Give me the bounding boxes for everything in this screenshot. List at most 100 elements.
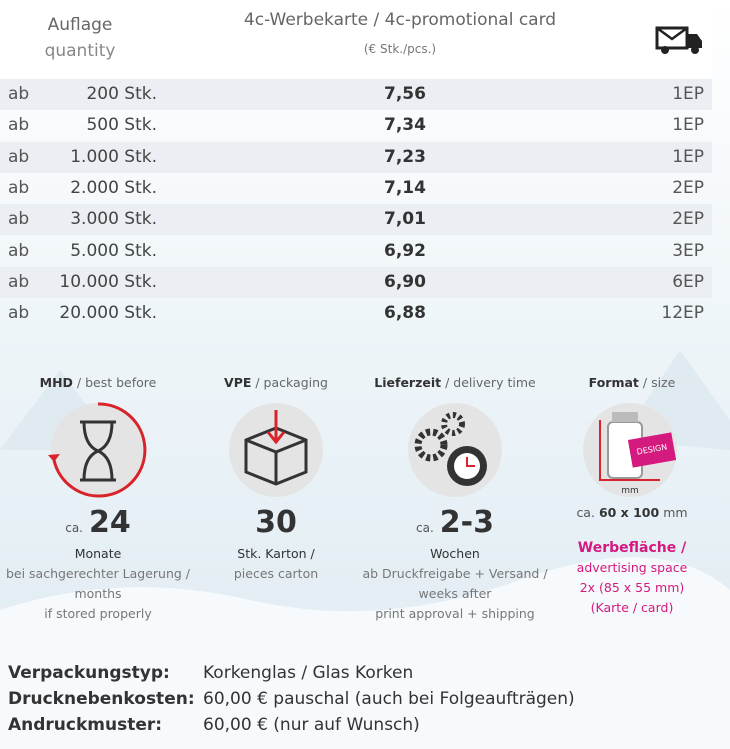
header-band — [0, 0, 712, 78]
footer-label: Verpackungstyp: — [8, 663, 170, 683]
quantity: 200 Stk. — [86, 84, 157, 104]
unit-header: (€ Stk./pcs.) — [363, 42, 437, 56]
quantity: 20.000 Stk. — [59, 303, 157, 324]
title-bold: Lieferzeit — [374, 375, 442, 390]
title-bold: VPE — [224, 375, 252, 390]
price: 6,88 — [384, 303, 426, 324]
info-line: 2x (85 x 55 mm) — [579, 580, 685, 595]
icon-text: mm — [621, 486, 639, 496]
shipping: 1EP — [672, 146, 704, 167]
price: 7,34 — [384, 115, 426, 136]
info-title: VPE / packaging — [186, 375, 366, 390]
box-icon — [229, 403, 323, 497]
shipping: 2EP — [672, 209, 704, 230]
quantity: 2.000 Stk. — [70, 177, 157, 198]
prefix: ab — [8, 271, 30, 292]
footer-label: Andruckmuster: — [8, 715, 163, 735]
shipping: 3EP — [672, 240, 704, 261]
info-line: (Karte / card) — [590, 600, 674, 615]
shipping: 1EP — [672, 84, 704, 104]
size-value: 60 x 100 — [598, 505, 660, 520]
hourglass-icon — [48, 402, 147, 498]
big-value: ca. 24 — [8, 505, 188, 540]
info-line: Monate — [74, 546, 122, 561]
shipping: 12EP — [661, 303, 704, 324]
info-lines: Monate bei sachgerechter Lagerung / months… — [0, 544, 198, 624]
info-line: bei sachgerechter Lagerung / — [5, 566, 191, 581]
info-line: ab Druckfreigabe + Versand / — [362, 566, 548, 581]
prefix: ab — [8, 209, 30, 230]
info-title: Lieferzeit / delivery time — [365, 375, 545, 390]
table-row: ab 3.000 Stk. 7,01 2EP — [0, 204, 712, 236]
prefix: ca. — [416, 521, 434, 535]
footer-label: Drucknebenkosten: — [8, 689, 195, 709]
title-rest: / packaging — [255, 375, 328, 390]
prefix: ab — [8, 146, 30, 167]
truck-icon — [655, 26, 702, 54]
info-lines: Wochen ab Druckfreigabe + Versand / weeks … — [355, 544, 555, 624]
prefix: ab — [8, 303, 30, 324]
info-line: advertising space — [576, 560, 688, 575]
info-line: Wochen — [430, 546, 480, 561]
info-line: pieces carton — [233, 566, 319, 581]
quantity-header: Auflage quantity — [30, 12, 130, 64]
info-line: weeks after — [418, 586, 492, 601]
title-bold: Format — [588, 375, 639, 390]
info-lines: Stk. Karton / pieces carton — [176, 544, 376, 584]
product-header: 4c-Werbekarte / 4c-promotional card — [243, 10, 557, 30]
prefix: ab — [8, 177, 30, 198]
shipping: 6EP — [672, 271, 704, 292]
info-line: if stored properly — [44, 606, 152, 621]
table-row: ab 5.000 Stk. 6,92 3EP — [0, 236, 712, 267]
prefix: ab — [8, 240, 30, 261]
info-line: Stk. Karton / — [237, 546, 315, 561]
size: ca. 60 x 100 mm — [542, 505, 722, 520]
table-row: ab 200 Stk. 7,56 1EP — [0, 79, 712, 110]
quantity: 1.000 Stk. — [70, 146, 157, 167]
quantity: 3.000 Stk. — [70, 209, 157, 230]
size-unit: mm — [663, 505, 688, 520]
title-bold: MHD — [39, 375, 73, 390]
footer-row: Drucknebenkosten: 60,00 € pauschal (auch … — [8, 687, 575, 712]
number: 2-3 — [439, 505, 494, 540]
title-rest: / best before — [76, 375, 157, 390]
info-title: Format / size — [542, 375, 722, 390]
shipping: 1EP — [672, 115, 704, 136]
table-row: ab 20.000 Stk. 6,88 12EP — [0, 298, 712, 329]
info-lines: Werbefläche / advertising space 2x (85 x 5… — [532, 538, 730, 618]
size-prefix: ca. — [576, 505, 595, 520]
title-rest: / size — [642, 375, 676, 390]
number: 30 — [255, 505, 297, 540]
big-value: 30 — [186, 505, 366, 540]
prefix: ca. — [65, 521, 83, 535]
table-row: ab 1.000 Stk. 7,23 1EP — [0, 141, 712, 173]
price: 7,14 — [384, 177, 426, 198]
shipping: 2EP — [672, 177, 704, 198]
footer-value: Korkenglas / Glas Korken — [203, 663, 414, 683]
table-row: ab 2.000 Stk. 7,14 2EP — [0, 173, 712, 204]
gears-icon — [408, 403, 502, 497]
footer-value: 60,00 € (nur auf Wunsch) — [203, 715, 420, 735]
quantity: 10.000 Stk. — [59, 271, 157, 292]
quantity: 5.000 Stk. — [70, 240, 157, 261]
quantity: 500 Stk. — [86, 115, 157, 136]
table-row: ab 500 Stk. 7,34 1EP — [0, 110, 712, 141]
price: 6,92 — [384, 240, 426, 261]
quantity-en: quantity — [44, 41, 116, 61]
info-title: MHD / best before — [8, 375, 188, 390]
title-rest: / delivery time — [445, 375, 536, 390]
footer-value: 60,00 € pauschal (auch bei Folgeaufträge… — [203, 689, 575, 709]
price: 7,01 — [384, 209, 426, 230]
price: 7,56 — [384, 84, 426, 104]
big-value: ca. 2-3 — [365, 505, 545, 540]
jar-icon: DESIGN mm — [583, 403, 677, 497]
prefix: ab — [8, 115, 30, 136]
price: 6,90 — [384, 271, 426, 292]
price: 7,23 — [384, 146, 426, 167]
info-line: months — [74, 586, 122, 601]
number: 24 — [89, 505, 131, 540]
footer-row: Verpackungstyp: Korkenglas / Glas Korken — [8, 661, 413, 686]
footer-row: Andruckmuster: 60,00 € (nur auf Wunsch) — [8, 713, 420, 738]
quantity-de: Auflage — [47, 15, 113, 35]
